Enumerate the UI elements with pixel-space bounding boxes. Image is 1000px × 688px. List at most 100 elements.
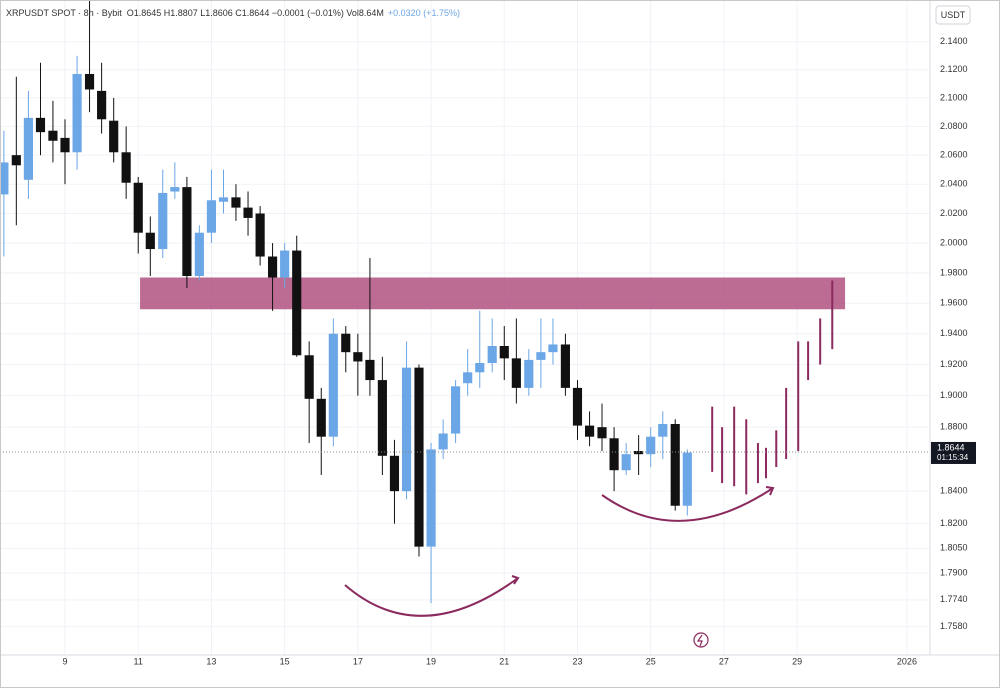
y-tick-label: 2.0400 bbox=[940, 179, 968, 189]
candle-body bbox=[377, 380, 387, 456]
currency-badge[interactable] bbox=[935, 5, 971, 25]
candle-body bbox=[475, 362, 485, 373]
y-tick-label: 1.7740 bbox=[940, 594, 968, 604]
y-tick-label: 2.1000 bbox=[940, 92, 968, 102]
header-ohlc: O1.8645 H1.8807 L1.8606 C1.8644 −0.0001 … bbox=[127, 8, 384, 18]
candle-body bbox=[597, 427, 607, 439]
candle-body bbox=[0, 162, 9, 195]
y-tick-label: 1.8200 bbox=[940, 518, 968, 528]
y-tick-label: 1.9000 bbox=[940, 390, 968, 400]
candle-body bbox=[145, 232, 155, 250]
candle-body bbox=[206, 200, 217, 233]
header-change: +0.0320 (+1.75%) bbox=[388, 8, 460, 18]
y-tick-label: 1.9200 bbox=[940, 359, 968, 369]
x-tick-label: 23 bbox=[572, 656, 582, 666]
candle-body bbox=[35, 117, 46, 133]
y-tick-label: 2.0200 bbox=[940, 208, 968, 218]
candle-body bbox=[316, 398, 326, 437]
candle-body bbox=[23, 117, 33, 180]
candle-body bbox=[341, 333, 351, 353]
candle-body bbox=[304, 355, 314, 399]
x-tick-label: 17 bbox=[353, 656, 363, 666]
candle-body bbox=[158, 192, 168, 250]
candle-body bbox=[109, 120, 119, 153]
arrow-head bbox=[765, 486, 775, 496]
candle-body bbox=[401, 367, 412, 492]
event-icon[interactable] bbox=[693, 632, 709, 648]
header-symbol: XRPUSDT SPOT · 8h · Bybit O1.8645 H1.8807… bbox=[6, 8, 460, 18]
candle-body bbox=[463, 372, 473, 384]
candle-body bbox=[414, 367, 424, 547]
countdown: 01:15:34 bbox=[937, 453, 969, 462]
candle-body bbox=[682, 452, 692, 506]
candle-body bbox=[292, 250, 302, 356]
candle-body bbox=[11, 155, 21, 166]
candle-body bbox=[584, 425, 595, 437]
y-tick-label: 1.9800 bbox=[940, 267, 968, 277]
axes: 2.1400 2.1200 2.1000 2.0800 2.0600 2.0400 2.02… bbox=[63, 36, 976, 666]
x-tick-label: 2026 bbox=[897, 656, 917, 666]
y-tick-label: 2.0000 bbox=[940, 237, 968, 247]
y-tick-label: 1.7900 bbox=[940, 567, 968, 577]
candle-body bbox=[438, 433, 448, 450]
candle-body bbox=[133, 182, 143, 233]
candle-body bbox=[60, 137, 70, 153]
candle-body bbox=[72, 73, 82, 153]
arc-annotation bbox=[601, 487, 774, 522]
candle-body bbox=[634, 451, 644, 455]
candle-body bbox=[389, 455, 400, 492]
candle-body bbox=[524, 359, 534, 388]
zone-layer bbox=[140, 277, 846, 310]
arc-annotation bbox=[344, 577, 519, 617]
price-label-box bbox=[931, 441, 976, 464]
x-tick-label: 9 bbox=[63, 656, 68, 666]
candle-body bbox=[609, 438, 619, 471]
candle-body bbox=[511, 358, 521, 388]
candle-body bbox=[267, 256, 278, 278]
y-tick-label: 1.8800 bbox=[940, 422, 968, 432]
x-tick-label: 27 bbox=[719, 656, 729, 666]
candle-body bbox=[426, 449, 436, 547]
event-icon-bolt bbox=[696, 634, 703, 647]
candle-body bbox=[280, 250, 290, 278]
candle-body bbox=[499, 346, 509, 359]
candle-body bbox=[572, 387, 583, 426]
y-tick-label: 2.1200 bbox=[940, 64, 968, 74]
candle-body bbox=[365, 359, 375, 381]
x-tick-label: 25 bbox=[646, 656, 656, 666]
candle-body bbox=[255, 213, 265, 257]
x-tick-label: 11 bbox=[134, 656, 143, 666]
candle-body bbox=[487, 346, 497, 363]
price-label: 1.8644 bbox=[937, 442, 965, 452]
x-tick-label: 13 bbox=[206, 656, 216, 666]
y-tick-label: 2.0800 bbox=[940, 121, 968, 131]
candle-body bbox=[194, 232, 204, 277]
candle-body bbox=[646, 436, 656, 455]
y-tick-label: 1.8050 bbox=[940, 543, 968, 553]
candle-body bbox=[560, 344, 570, 388]
candle-body bbox=[243, 207, 253, 218]
y-tick-label: 2.1400 bbox=[940, 36, 968, 46]
candle-body bbox=[536, 352, 546, 360]
candle-body bbox=[218, 197, 229, 202]
y-tick-label: 1.8400 bbox=[940, 486, 968, 496]
arrow-head bbox=[511, 575, 520, 585]
y-tick-label: 1.7580 bbox=[940, 621, 968, 631]
candle-body bbox=[231, 197, 241, 208]
candle-body bbox=[548, 344, 558, 353]
x-tick-label: 21 bbox=[499, 656, 509, 666]
candle-body bbox=[97, 90, 107, 120]
x-tick-label: 29 bbox=[792, 656, 802, 666]
x-tick-label: 15 bbox=[280, 656, 290, 666]
candle-body bbox=[84, 73, 95, 90]
marks bbox=[0, 0, 930, 604]
y-tick-label: 1.9400 bbox=[940, 328, 968, 338]
candle-body bbox=[170, 187, 180, 192]
y-tick-label: 2.0600 bbox=[940, 150, 968, 160]
candle-body bbox=[621, 454, 631, 471]
grid bbox=[0, 0, 930, 655]
currency: USDT bbox=[941, 10, 966, 20]
resistance-zone bbox=[140, 277, 846, 310]
